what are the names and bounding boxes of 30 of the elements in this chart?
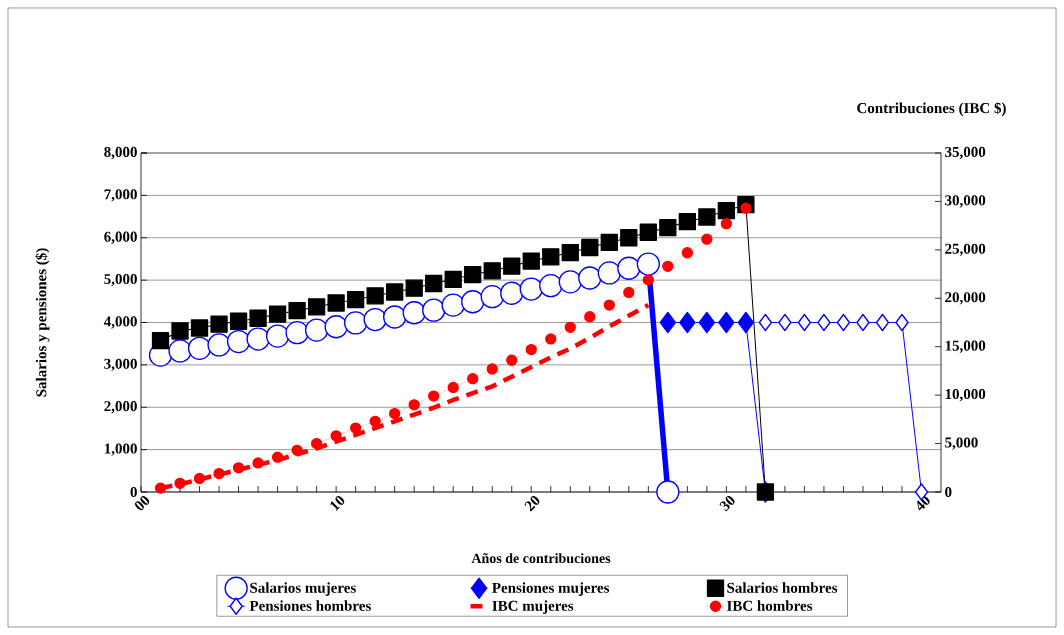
y-axis-title: Salarios y pensiones ($) bbox=[35, 248, 50, 397]
legend-label: IBC hombres bbox=[727, 600, 813, 611]
x-tick-label: 10 bbox=[330, 495, 345, 511]
legend-label: Salarios mujeres bbox=[250, 582, 356, 596]
legend-label: Pensiones mujeres bbox=[492, 582, 610, 596]
legend-label: IBC mujeres bbox=[492, 600, 574, 614]
y-tick-label: 5,000 bbox=[104, 273, 137, 287]
x-tick-label: 20 bbox=[524, 495, 540, 512]
y-tick-label: 3,000 bbox=[104, 358, 137, 372]
y2-tick-label: 15,000 bbox=[945, 340, 986, 353]
y-tick-label: 4,000 bbox=[103, 316, 137, 329]
legend-label: Pensiones hombres bbox=[249, 600, 371, 611]
y2-tick-label: 30,000 bbox=[945, 195, 986, 208]
y-tick-label: 6,000 bbox=[104, 231, 137, 244]
y2-tick-label: 10,000 bbox=[945, 388, 986, 402]
legend-label: Salarios hombres bbox=[727, 582, 838, 593]
x-tick-label: 00 bbox=[135, 495, 150, 511]
y2-tick-label: 5,000 bbox=[945, 437, 978, 450]
x-axis-title: Años de contribuciones bbox=[471, 553, 611, 564]
y2-tick-label: 35,000 bbox=[945, 146, 986, 160]
y-tick-label: 7,000 bbox=[104, 189, 137, 202]
y-tick-label: 2,000 bbox=[104, 401, 137, 414]
y-tick-label: 0 bbox=[130, 486, 137, 498]
y2-tick-label: 20,000 bbox=[945, 292, 986, 305]
y2-axis-title: Contribuciones (IBC $) bbox=[857, 102, 1006, 117]
y-tick-label: 8,000 bbox=[104, 146, 137, 160]
y2-tick-label: 0 bbox=[945, 486, 952, 498]
y2-tick-label: 25,000 bbox=[945, 243, 986, 256]
y-tick-label: 1,000 bbox=[104, 443, 137, 456]
x-tick-label: 30 bbox=[719, 495, 735, 512]
